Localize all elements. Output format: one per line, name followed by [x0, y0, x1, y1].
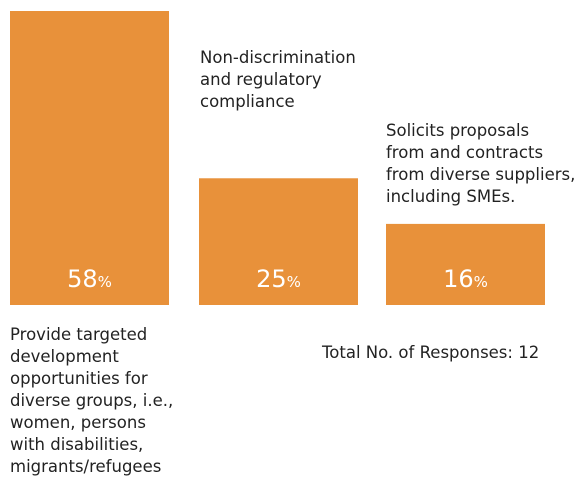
bar-value-non-discrimination: 25% — [256, 265, 301, 293]
bar-value-diverse-suppliers: 16% — [443, 265, 488, 293]
bar-label-diverse-suppliers: Solicits proposals from and contracts fr… — [386, 121, 576, 206]
bar-label-targeted-development: Provide targeted development opportuniti… — [10, 325, 174, 476]
bar-non-discrimination — [199, 178, 358, 305]
total-responses-note: Total No. of Responses: 12 — [322, 343, 540, 362]
bar-diverse-suppliers — [386, 223, 545, 305]
bar-value-targeted-development: 58% — [67, 265, 112, 293]
bar-targeted-development — [10, 11, 169, 305]
bar-label-non-discrimination: Non-discrimination and regulatory compli… — [200, 48, 356, 111]
